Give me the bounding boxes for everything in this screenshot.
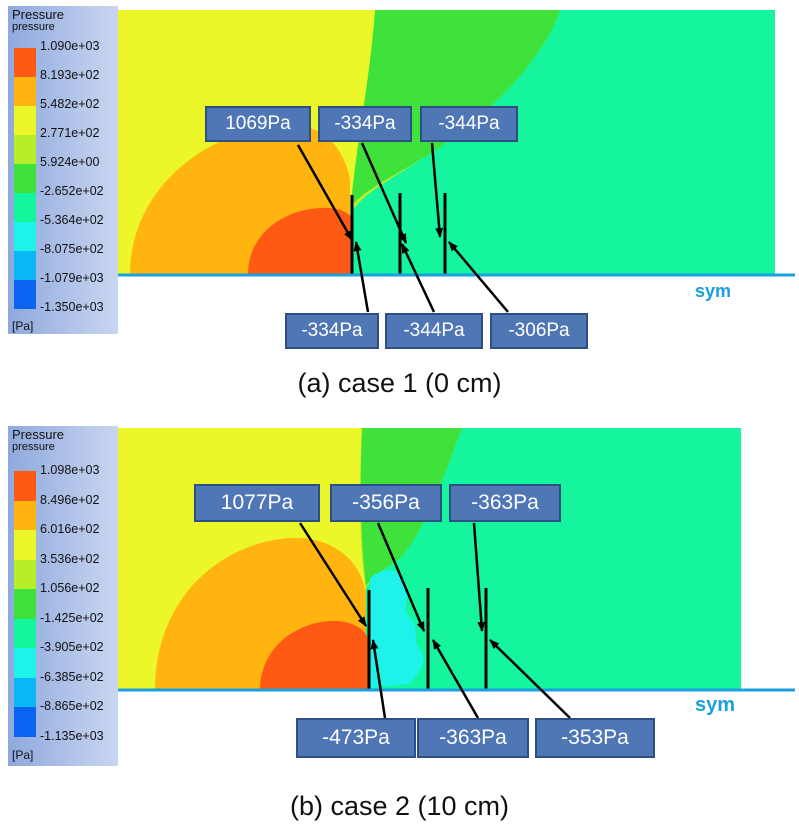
pressure-legend-b: Pressure pressure 1.098e+03 8.496e+02 6.… bbox=[8, 426, 118, 766]
legend-tick: -3.905e+02 bbox=[40, 640, 104, 654]
legend-swatch-5 bbox=[14, 589, 36, 619]
legend-tick: -6.385e+02 bbox=[40, 669, 104, 684]
legend-swatch-9 bbox=[14, 280, 36, 309]
legend-tick: 5.924e+00 bbox=[40, 155, 100, 169]
legend-tick: -8.075e+02 bbox=[40, 242, 104, 256]
legend-swatch-5 bbox=[14, 164, 36, 193]
band-cyan-b bbox=[370, 570, 424, 688]
callout-top-b-3: -363Pa bbox=[449, 484, 561, 522]
legend-tick: 3.536e+02 bbox=[40, 551, 100, 566]
legend-tick: 1.090e+03 bbox=[40, 39, 100, 53]
callout-bottom-a-1: -334Pa bbox=[285, 313, 379, 349]
band-red-a bbox=[248, 207, 352, 275]
callout-top-a-2: -334Pa bbox=[318, 106, 412, 142]
arrow-top-a-1 bbox=[296, 144, 354, 241]
arrow-top-b-2 bbox=[376, 522, 426, 632]
legend-unit: [Pa] bbox=[12, 748, 34, 762]
legend-swatch-2 bbox=[14, 500, 36, 530]
legend-tick: -2.652e+02 bbox=[40, 184, 104, 198]
legend-swatch-8 bbox=[14, 251, 36, 280]
arrow-bottom-b-3 bbox=[489, 639, 571, 719]
pressure-legend-a: Pressure pressure 1.090e+03 8.193e+02 5.… bbox=[8, 6, 118, 334]
legend-title: Pressure bbox=[12, 7, 65, 22]
legend-subtitle: pressure bbox=[12, 21, 55, 33]
legend-swatch-3 bbox=[14, 106, 36, 135]
legend-tick: -5.364e+02 bbox=[40, 213, 104, 227]
legend-tick: 1.098e+03 bbox=[40, 463, 100, 477]
arrow-bottom-a-3 bbox=[448, 241, 509, 313]
callout-top-a-1: 1069Pa bbox=[205, 106, 311, 142]
callout-top-b-2: -356Pa bbox=[330, 484, 442, 522]
legend-swatch-4 bbox=[14, 559, 36, 589]
legend-swatch-6 bbox=[14, 618, 36, 648]
callout-bottom-b-1: -473Pa bbox=[296, 718, 416, 758]
legend-tick: 6.016e+02 bbox=[40, 522, 100, 536]
arrow-bottom-a-2 bbox=[400, 243, 436, 313]
legend-tick: -8.865e+02 bbox=[40, 699, 104, 713]
legend-tick: -1.079e+03 bbox=[40, 271, 104, 285]
arrow-top-b-1 bbox=[298, 522, 368, 627]
legend-tick: -1.135e+03 bbox=[40, 728, 104, 743]
legend-swatch-1 bbox=[14, 471, 36, 501]
callout-bottom-a-2: -344Pa bbox=[385, 313, 483, 349]
legend-title: Pressure bbox=[12, 427, 65, 442]
band-red-b bbox=[260, 620, 368, 690]
legend-subtitle: pressure bbox=[12, 441, 55, 453]
callout-top-a-3: -344Pa bbox=[420, 106, 518, 142]
arrow-bottom-b-1 bbox=[370, 639, 387, 719]
legend-swatch-2 bbox=[14, 77, 36, 106]
panel-case-2: Pressure pressure 1.098e+03 8.496e+02 6.… bbox=[0, 418, 799, 836]
arrow-bottom-b-2 bbox=[431, 639, 480, 719]
symmetry-label-a: sym bbox=[695, 281, 732, 301]
legend-tick: 8.193e+02 bbox=[40, 68, 100, 82]
legend-swatch-9 bbox=[14, 707, 36, 737]
callout-bottom-b-3: -353Pa bbox=[535, 718, 655, 758]
arrow-top-a-3 bbox=[430, 142, 444, 238]
panel-case-1: Pressure pressure 1.090e+03 8.193e+02 5.… bbox=[0, 0, 799, 410]
symmetry-label-b: sym bbox=[695, 694, 736, 716]
legend-tick: 5.482e+02 bbox=[40, 97, 100, 111]
arrow-bottom-a-1 bbox=[353, 241, 370, 313]
legend-tick: 8.496e+02 bbox=[40, 492, 100, 507]
arrow-top-b-3 bbox=[472, 522, 486, 632]
legend-swatch-7 bbox=[14, 222, 36, 251]
caption-b: (b) case 2 (10 cm) bbox=[289, 791, 510, 821]
pressure-contour-field-b bbox=[118, 428, 795, 719]
legend-swatch-7 bbox=[14, 648, 36, 678]
callout-bottom-a-3: -306Pa bbox=[490, 313, 588, 349]
legend-tick: 2.771e+02 bbox=[40, 126, 100, 140]
callout-top-b-1: 1077Pa bbox=[194, 484, 320, 522]
legend-swatch-1 bbox=[14, 48, 36, 77]
legend-swatch-8 bbox=[14, 677, 36, 707]
legend-tick: -1.425e+02 bbox=[40, 610, 104, 625]
arrow-top-a-2 bbox=[360, 142, 408, 244]
legend-swatch-6 bbox=[14, 193, 36, 222]
legend-swatch-4 bbox=[14, 135, 36, 164]
callout-bottom-b-2: -363Pa bbox=[417, 718, 529, 758]
caption-a: (a) case 1 (0 cm) bbox=[297, 368, 502, 398]
legend-tick: 1.056e+02 bbox=[40, 581, 100, 595]
legend-swatch-3 bbox=[14, 530, 36, 560]
legend-tick: -1.350e+03 bbox=[40, 300, 104, 314]
legend-unit: [Pa] bbox=[12, 319, 34, 333]
